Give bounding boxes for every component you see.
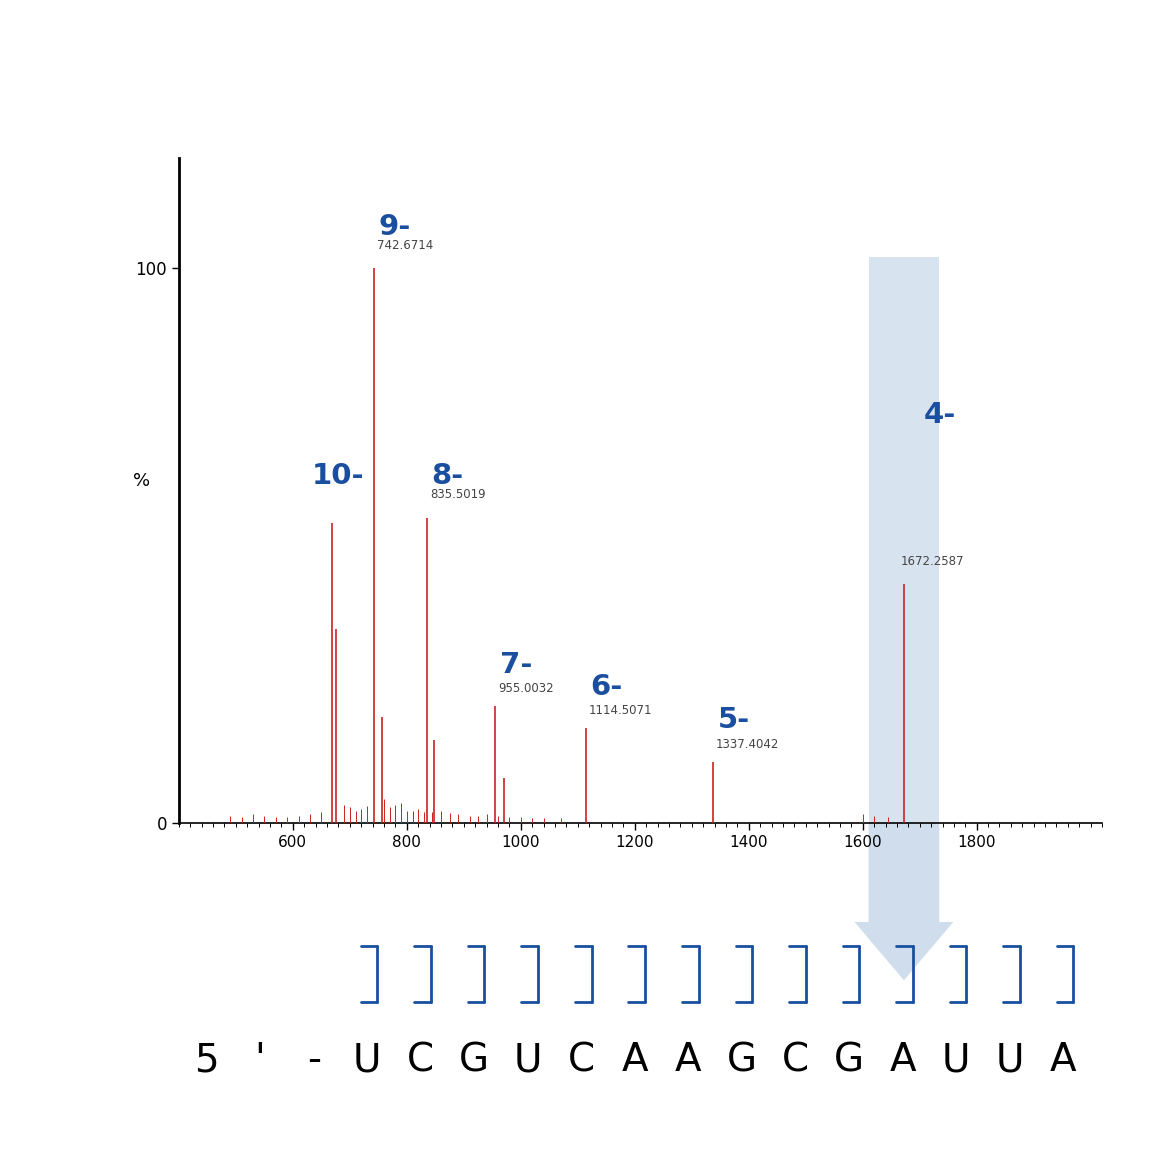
Y-axis label: %: %: [134, 473, 150, 490]
Text: C: C: [568, 1041, 595, 1079]
Text: 5-: 5-: [718, 706, 750, 734]
Text: 7-: 7-: [500, 651, 532, 678]
Text: A: A: [675, 1041, 702, 1079]
Text: 10-: 10-: [312, 462, 365, 490]
Text: 1672.2587: 1672.2587: [901, 554, 965, 567]
Text: 8-: 8-: [432, 462, 464, 490]
Text: G: G: [834, 1041, 864, 1079]
Text: 1337.4042: 1337.4042: [715, 738, 779, 750]
Text: U: U: [514, 1041, 542, 1079]
Text: C: C: [782, 1041, 809, 1079]
Text: A: A: [1050, 1041, 1077, 1079]
Text: 1114.5071: 1114.5071: [589, 705, 652, 718]
Text: G: G: [727, 1041, 757, 1079]
Bar: [869, 257, 939, 823]
Text: 6-: 6-: [591, 673, 623, 700]
Text: -: -: [307, 1041, 321, 1079]
Text: 4-: 4-: [924, 401, 957, 429]
Text: A: A: [622, 1041, 649, 1079]
Text: 835.5019: 835.5019: [430, 488, 486, 502]
Text: U: U: [353, 1041, 382, 1079]
Text: A: A: [890, 1041, 916, 1079]
Text: 742.6714: 742.6714: [377, 239, 433, 252]
Text: ': ': [255, 1041, 265, 1079]
Text: 9-: 9-: [379, 212, 411, 240]
Text: C: C: [407, 1041, 434, 1079]
Text: G: G: [459, 1041, 489, 1079]
Text: 5: 5: [194, 1041, 219, 1079]
Text: U: U: [942, 1041, 971, 1079]
Text: 955.0032: 955.0032: [499, 683, 554, 696]
Text: U: U: [996, 1041, 1024, 1079]
